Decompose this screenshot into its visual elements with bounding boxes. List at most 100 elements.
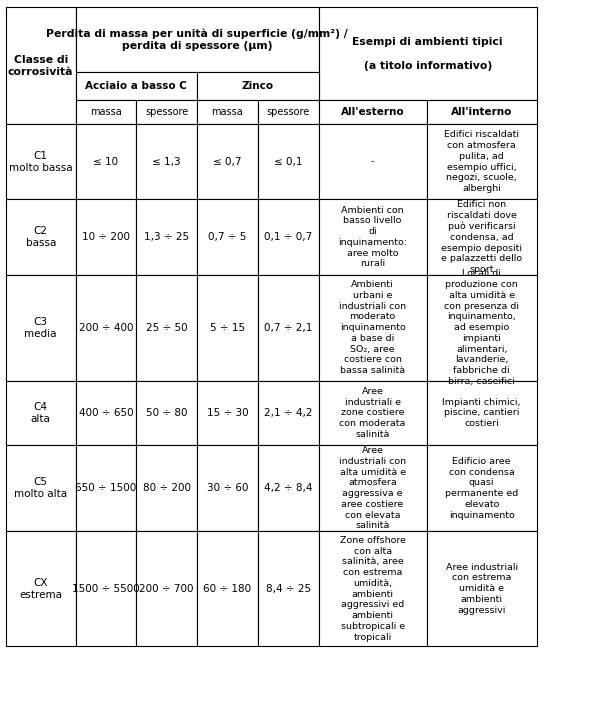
Text: 50 ÷ 80: 50 ÷ 80 — [146, 408, 188, 418]
Text: 0,7 ÷ 2,1: 0,7 ÷ 2,1 — [264, 323, 312, 333]
Text: -: - — [371, 157, 374, 166]
Bar — [76, 275, 136, 381]
Bar — [427, 445, 537, 531]
Bar — [319, 124, 427, 199]
Text: 650 ÷ 1500: 650 ÷ 1500 — [76, 483, 136, 493]
Bar — [136, 100, 197, 124]
Bar — [136, 531, 197, 646]
Bar — [258, 531, 319, 646]
Text: C2
bassa: C2 bassa — [25, 226, 56, 248]
Bar — [76, 124, 136, 199]
Bar — [197, 381, 258, 445]
Bar — [197, 445, 258, 531]
Text: All'esterno: All'esterno — [341, 108, 404, 117]
Text: Ambienti
urbani e
industriali con
moderato
inquinamento
a base di
SO₂, aree
cost: Ambienti urbani e industriali con modera… — [339, 280, 406, 375]
Bar — [319, 531, 427, 646]
Bar — [76, 199, 136, 275]
Text: 8,4 ÷ 25: 8,4 ÷ 25 — [266, 584, 311, 594]
Text: 5 ÷ 15: 5 ÷ 15 — [210, 323, 245, 333]
Text: C5
molto alta: C5 molto alta — [14, 478, 67, 499]
Bar — [6, 124, 76, 199]
Bar — [6, 199, 76, 275]
Text: Aree industriali
con estrema
umidità e
ambienti
aggressivi: Aree industriali con estrema umidità e a… — [445, 563, 518, 614]
Text: 30 ÷ 60: 30 ÷ 60 — [206, 483, 248, 493]
Text: Edifici riscaldati
con atmosfera
pulita, ad
esempio uffici,
negozi, scuole,
albe: Edifici riscaldati con atmosfera pulita,… — [444, 130, 519, 193]
Text: All'interno: All'interno — [451, 108, 513, 117]
Text: Aree
industriali con
alta umidità e
atmosfera
aggressiva e
aree costiere
con ele: Aree industriali con alta umidità e atmo… — [339, 446, 406, 531]
Bar — [427, 531, 537, 646]
Text: 0,7 ÷ 5: 0,7 ÷ 5 — [208, 232, 247, 242]
Text: Zinco: Zinco — [242, 81, 274, 91]
Bar — [197, 124, 258, 199]
Text: Edifici non
riscaldati dove
può verificarsi
condensa, ad
esempio depositi
e pala: Edifici non riscaldati dove può verifica… — [441, 200, 522, 274]
Bar — [76, 381, 136, 445]
Text: 60 ÷ 180: 60 ÷ 180 — [204, 584, 251, 594]
Bar — [197, 199, 258, 275]
Bar — [258, 199, 319, 275]
Text: Edificio aree
con condensa
quasi
permanente ed
elevato
inquinamento: Edificio aree con condensa quasi permane… — [445, 457, 519, 520]
Text: spessore: spessore — [267, 108, 310, 117]
Bar — [197, 72, 319, 100]
Bar — [136, 124, 197, 199]
Bar — [319, 7, 537, 100]
Bar — [6, 381, 76, 445]
Text: massa: massa — [90, 108, 122, 117]
Text: Impianti chimici,
piscine, cantieri
costieri: Impianti chimici, piscine, cantieri cost… — [442, 398, 521, 428]
Bar — [136, 199, 197, 275]
Bar — [258, 445, 319, 531]
Text: 400 ÷ 650: 400 ÷ 650 — [78, 408, 133, 418]
Text: 4,2 ÷ 8,4: 4,2 ÷ 8,4 — [264, 483, 313, 493]
Text: 1,3 ÷ 25: 1,3 ÷ 25 — [144, 232, 189, 242]
Text: 15 ÷ 30: 15 ÷ 30 — [206, 408, 248, 418]
Bar — [197, 100, 258, 124]
Text: C4
alta: C4 alta — [31, 402, 51, 424]
Bar — [427, 381, 537, 445]
Bar — [427, 100, 537, 124]
Text: CX
estrema: CX estrema — [19, 578, 62, 599]
Bar — [319, 445, 427, 531]
Bar — [136, 275, 197, 381]
Bar — [6, 445, 76, 531]
Bar — [427, 199, 537, 275]
Text: 200 ÷ 400: 200 ÷ 400 — [78, 323, 133, 333]
Text: ≤ 10: ≤ 10 — [93, 157, 119, 166]
Bar — [319, 199, 427, 275]
Bar — [197, 275, 258, 381]
Text: Ambienti con
basso livello
di
inquinamento:
aree molto
rurali: Ambienti con basso livello di inquinamen… — [338, 206, 407, 268]
Bar — [76, 445, 136, 531]
Bar — [6, 275, 76, 381]
Text: ≤ 0,1: ≤ 0,1 — [274, 157, 303, 166]
Text: Aree
industriali e
zone costiere
con moderata
salinità: Aree industriali e zone costiere con mod… — [339, 387, 406, 439]
Text: 80 ÷ 200: 80 ÷ 200 — [143, 483, 191, 493]
Bar — [6, 7, 76, 124]
Bar — [76, 531, 136, 646]
Text: Esempi di ambienti tipici

(a titolo informativo): Esempi di ambienti tipici (a titolo info… — [352, 37, 503, 71]
Text: Zone offshore
con alta
salinità, aree
con estrema
umidità,
ambienti
aggressivi e: Zone offshore con alta salinità, aree co… — [340, 536, 405, 642]
Bar — [258, 124, 319, 199]
Bar — [76, 72, 197, 100]
Text: Locali di
produzione con
alta umidità e
con presenza di
inquinamento,
ad esempio: Locali di produzione con alta umidità e … — [444, 270, 519, 386]
Text: C1
molto bassa: C1 molto bassa — [9, 151, 73, 173]
Text: 2,1 ÷ 4,2: 2,1 ÷ 4,2 — [264, 408, 313, 418]
Bar — [258, 275, 319, 381]
Text: spessore: spessore — [145, 108, 188, 117]
Bar — [76, 7, 319, 72]
Text: 10 ÷ 200: 10 ÷ 200 — [82, 232, 130, 242]
Text: 25 ÷ 50: 25 ÷ 50 — [146, 323, 188, 333]
Bar — [319, 275, 427, 381]
Text: Classe di
corrosività: Classe di corrosività — [8, 54, 74, 77]
Bar — [427, 275, 537, 381]
Bar — [258, 381, 319, 445]
Bar — [136, 445, 197, 531]
Bar — [136, 381, 197, 445]
Bar — [427, 124, 537, 199]
Text: 200 ÷ 700: 200 ÷ 700 — [139, 584, 194, 594]
Text: massa: massa — [212, 108, 243, 117]
Bar — [6, 531, 76, 646]
Bar — [258, 100, 319, 124]
Text: Perdita di massa per unità di superficie (g/mm²) /
perdita di spessore (μm): Perdita di massa per unità di superficie… — [46, 28, 348, 51]
Bar — [197, 531, 258, 646]
Bar — [319, 100, 427, 124]
Bar — [76, 100, 136, 124]
Text: 1500 ÷ 5500: 1500 ÷ 5500 — [72, 584, 140, 594]
